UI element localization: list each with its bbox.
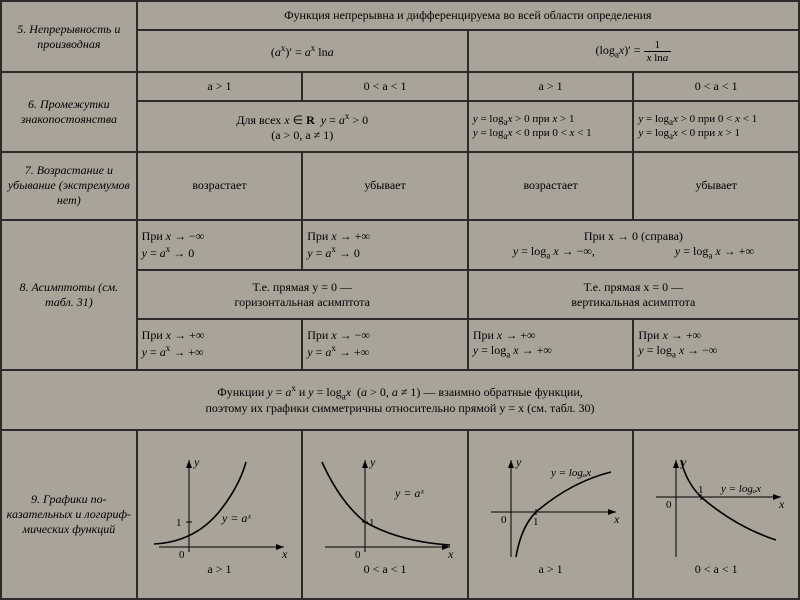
graph-log-a-gt1: y x 0 1 y = logₐx a > 1 [468,430,634,599]
svg-text:1: 1 [533,516,539,528]
svg-text:y: y [515,455,522,469]
row6-exp-sign: Для всех x ∈ R y = ax > 0 (a > 0, a ≠ 1) [137,101,468,152]
row6-c3: a > 1 [468,72,634,101]
svg-text:0: 0 [355,549,361,561]
row5-exp-derivative: (ax)′ = ax lna [137,30,468,72]
svg-text:y = aˣ: y = aˣ [394,486,424,500]
row8-c4: При x → +∞y = loga x → −∞ [633,319,799,370]
row5-header: Функция непрерывна и дифференцируема во … [137,1,799,30]
row6-label: 6. Промежут­ки знакопо­стоянства [1,72,137,152]
svg-text:y: y [369,455,376,469]
row8-c2: При x → −∞y = ax → +∞ [302,319,468,370]
row6-c1: a > 1 [137,72,303,101]
row6-c2: 0 < a < 1 [302,72,468,101]
row7-c4: убывает [633,152,799,219]
row6-c4: 0 < a < 1 [633,72,799,101]
row5-log-derivative: (logax)′ = 1x lna [468,30,799,72]
row8-a2: При x → +∞y = ax → 0 [302,220,468,271]
row6-log-sign-a-gt1: y = logax > 0 при x > 1 y = logax < 0 пр… [468,101,634,152]
graph-log-a-lt1: y x 0 1 y = logₐx 0 < a < 1 [633,430,799,599]
svg-text:x: x [447,547,454,561]
row8-hasymp: Т.е. прямая y = 0 —горизонтальная асимпт… [137,270,468,318]
row7-c3: возрастает [468,152,634,219]
svg-text:1: 1 [176,517,182,529]
row8-a1: При x → −∞y = ax → 0 [137,220,303,271]
svg-text:y = aˣ: y = aˣ [221,511,251,525]
svg-text:y = logₐx: y = logₐx [550,467,591,479]
row9-label: 9. Графики по­казательных и логариф­миче… [1,430,137,599]
svg-text:x: x [281,547,288,561]
svg-text:x: x [613,512,620,526]
svg-text:0: 0 [501,514,507,526]
row7-c1: возрастает [137,152,303,219]
svg-text:y: y [193,455,200,469]
svg-text:y = logₐx: y = logₐx [720,483,761,495]
row5-label: 5. Непрерыв­ность и производная [1,1,137,72]
row7-c2: убывает [302,152,468,219]
row8-c3: При x → +∞y = loga x → +∞ [468,319,634,370]
row7-label: 7. Возраста­ние и убыва­ние (экстре­мумо… [1,152,137,219]
inverse-note: Функции y = ax и y = logax (a > 0, a ≠ 1… [1,370,799,430]
graph-exp-a-lt1: y x 0 1 y = aˣ 0 < a < 1 [302,430,468,599]
properties-table: 5. Непрерыв­ность и производная Функция … [0,0,800,600]
graph-exp-a-gt1: y x 0 1 y = aˣ a > 1 [137,430,303,599]
row8-a34: При x → 0 (справа) y = loga x → −∞, y = … [468,220,799,271]
row8-vasymp: Т.е. прямая x = 0 —вертикальная асимптот… [468,270,799,318]
row8-label: 8. Асимптоты (см. табл. 31) [1,220,137,370]
svg-text:0: 0 [666,499,672,511]
row6-log-sign-a-lt1: y = logax > 0 при 0 < x < 1 y = logax < … [633,101,799,152]
row8-c1: При x → +∞y = ax → +∞ [137,319,303,370]
svg-text:x: x [778,497,785,511]
svg-text:0: 0 [179,549,185,561]
